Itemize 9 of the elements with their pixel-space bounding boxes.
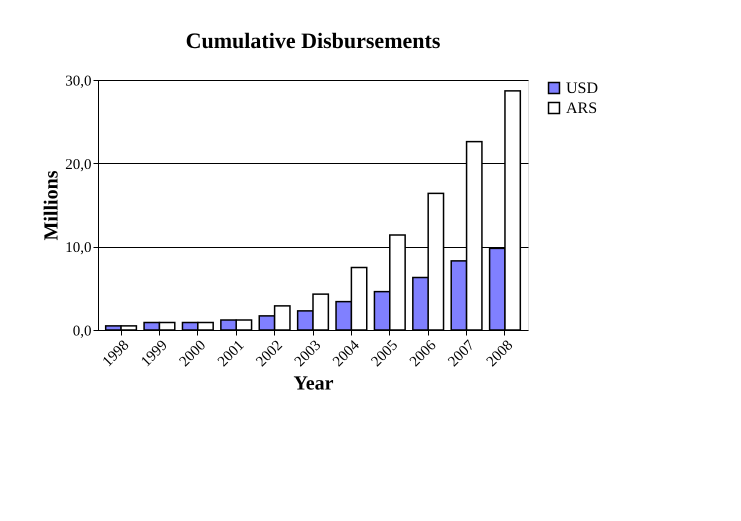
y-axis-title: Millions	[40, 170, 62, 241]
y-tick-label: 20,0	[65, 156, 92, 173]
y-tick-label: 10,0	[65, 240, 92, 256]
y-tick-label: 30,0	[65, 74, 92, 90]
legend-label: USD	[566, 80, 598, 97]
chart-title: Cumulative Disbursements	[186, 28, 441, 53]
legend-label: ARS	[566, 100, 598, 117]
y-tick-label: 0,0	[72, 324, 92, 340]
x-axis-title: Year	[294, 372, 334, 394]
